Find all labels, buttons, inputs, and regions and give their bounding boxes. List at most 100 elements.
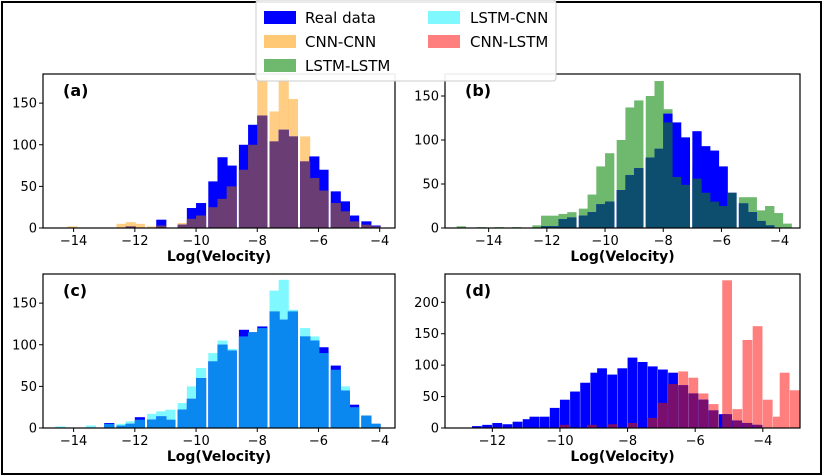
x-tick-label: −6	[309, 434, 328, 449]
bar	[718, 206, 728, 228]
legend-box	[255, 0, 557, 82]
bar	[698, 399, 709, 428]
bar	[637, 362, 648, 428]
bar	[658, 369, 668, 428]
bar	[104, 423, 115, 428]
x-tick-label: −10	[546, 434, 573, 449]
bar	[558, 219, 568, 228]
y-tick-label: 150	[12, 297, 37, 312]
bar	[762, 399, 773, 428]
bar	[522, 419, 533, 428]
bar	[671, 176, 682, 228]
x-tick-label: −14	[475, 234, 502, 249]
bar	[156, 225, 167, 228]
bar	[605, 153, 615, 228]
x-tick-label: −10	[591, 234, 618, 249]
y-tick-label: 50	[20, 380, 37, 395]
bar	[529, 416, 540, 428]
bar	[718, 166, 728, 228]
bar	[116, 425, 127, 428]
legend-swatch-cnn-cnn	[264, 35, 296, 48]
bar	[147, 226, 158, 228]
x-tick-label: −14	[60, 234, 87, 249]
bar	[742, 422, 753, 428]
bar	[616, 140, 626, 228]
x-tick-label: −4	[753, 434, 772, 449]
y-tick-label: 0	[29, 422, 37, 437]
bar	[596, 166, 606, 228]
bar	[482, 424, 492, 428]
y-tick-label: 50	[20, 180, 37, 195]
bar	[196, 378, 207, 428]
bar	[370, 423, 381, 428]
bar	[747, 212, 757, 228]
bar	[541, 226, 551, 228]
bar	[668, 384, 678, 428]
bar	[658, 402, 668, 428]
bar	[597, 368, 607, 428]
legend-label-cnn-lstm: CNN-LSTM	[470, 33, 548, 51]
bar	[125, 226, 136, 228]
bar	[772, 416, 783, 428]
bar	[330, 203, 341, 228]
panel-c: −14 −12 −10 −8 −6 −4 0 50 100 150 Log(Velocity) (c)	[12, 273, 396, 465]
bar	[512, 421, 523, 428]
bar	[238, 169, 249, 228]
bar	[708, 410, 719, 428]
bar	[722, 414, 733, 428]
bar	[134, 419, 145, 428]
bar	[605, 201, 615, 228]
bar	[752, 326, 763, 428]
bar	[616, 190, 626, 228]
bar	[671, 122, 682, 228]
bar	[349, 407, 360, 428]
series-overlap	[559, 384, 763, 428]
bar	[570, 391, 580, 428]
x-tick-label: −8	[248, 434, 267, 449]
bar	[607, 424, 618, 428]
bar	[196, 215, 207, 228]
panel-label: (c)	[63, 281, 87, 300]
bar	[248, 332, 259, 428]
legend-label-real-data: Real data	[305, 9, 376, 27]
bar	[765, 206, 775, 228]
bar	[756, 210, 766, 228]
panel-b: −14 −12 −10 −8 −6 −4 0 50 100 150 Log(Velocity) (b)	[414, 73, 801, 265]
bar	[238, 336, 249, 428]
bar	[349, 221, 360, 228]
bar	[257, 328, 268, 428]
x-tick-label: −12	[121, 234, 148, 249]
bar	[654, 148, 664, 228]
series-overlap	[541, 122, 775, 228]
bar	[125, 423, 136, 428]
x-tick-label: −6	[686, 434, 705, 449]
bar	[309, 340, 320, 428]
bar	[125, 222, 136, 228]
bar	[647, 417, 658, 428]
bar	[732, 409, 743, 428]
y-tick-label: 100	[12, 138, 37, 153]
y-tick-label: 100	[12, 338, 37, 353]
bar	[688, 393, 699, 428]
bar	[779, 372, 790, 428]
bar	[186, 398, 197, 428]
bar	[134, 223, 145, 228]
bar	[226, 186, 237, 228]
bar	[156, 416, 167, 428]
bar	[248, 144, 259, 228]
bar	[782, 223, 792, 228]
bar	[709, 201, 720, 228]
bar	[177, 409, 188, 428]
panel-label: (b)	[465, 81, 491, 100]
bar	[502, 424, 513, 428]
bar	[559, 399, 570, 428]
y-tick-label: 50	[422, 178, 439, 193]
x-tick-label: −14	[60, 434, 87, 449]
bar	[208, 207, 219, 228]
bar	[742, 340, 753, 428]
bar	[217, 157, 228, 228]
bar	[278, 319, 289, 428]
x-tick-label: −4	[370, 234, 389, 249]
bar	[663, 122, 673, 228]
